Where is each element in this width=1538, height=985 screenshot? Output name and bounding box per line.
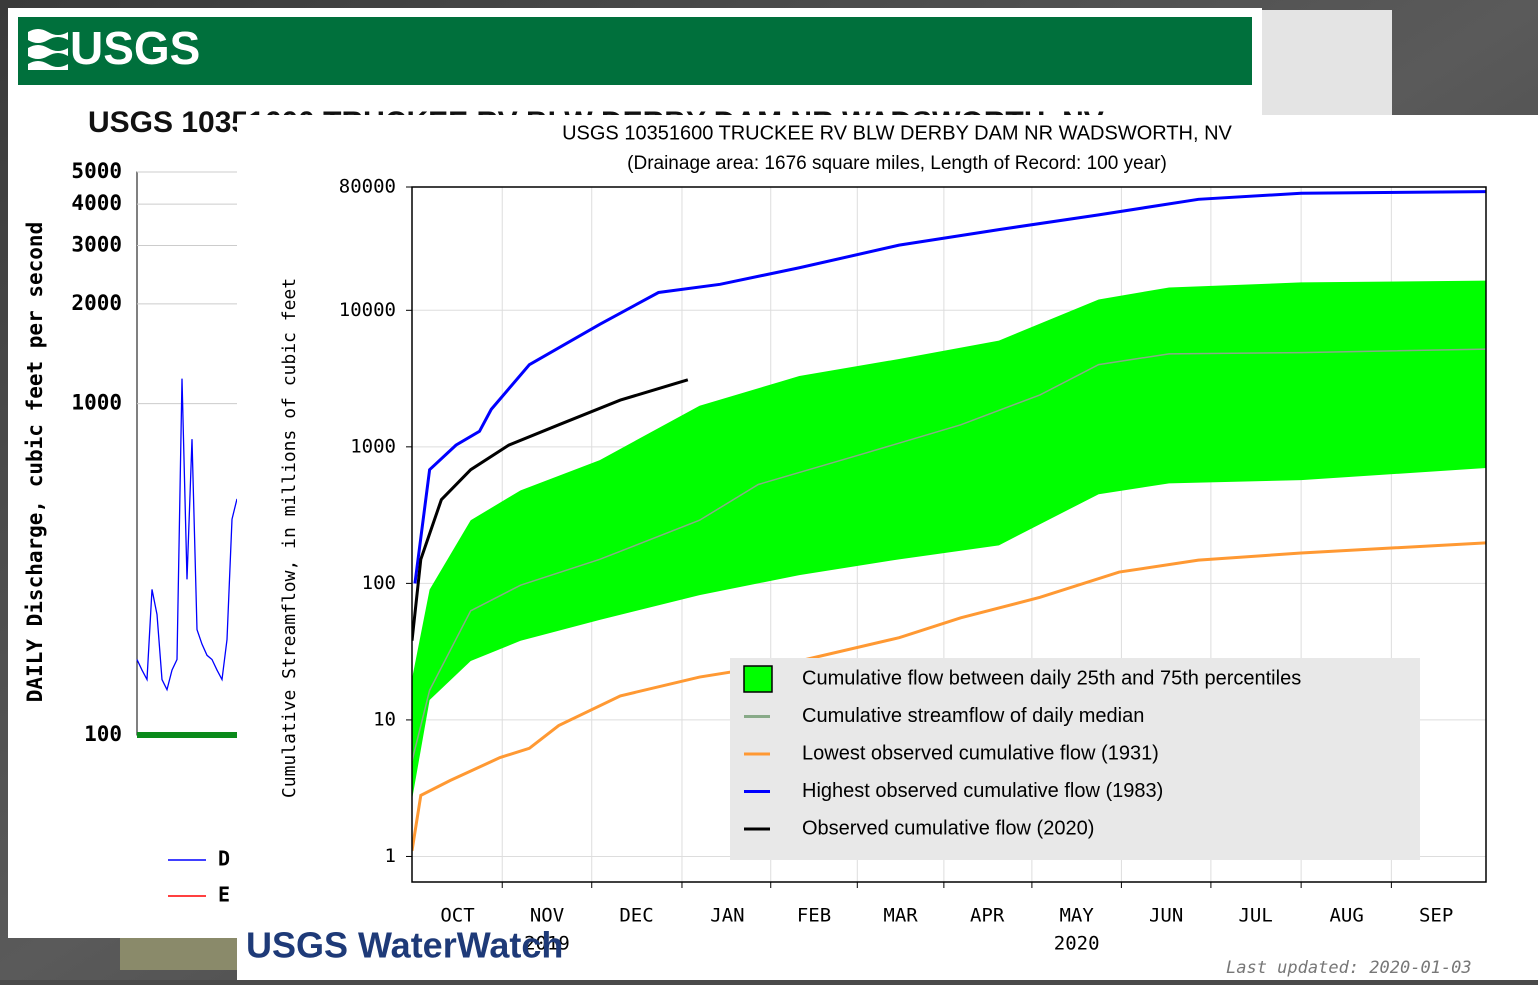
y-tick-label: 10 <box>373 708 396 730</box>
y-tick-label: 3000 <box>71 233 122 257</box>
usgs-logo: USGS <box>70 22 200 74</box>
legend-label: Observed cumulative flow (2020) <box>802 817 1094 839</box>
y-tick-label: 1 <box>385 845 396 867</box>
percentile-band <box>412 280 1486 800</box>
usgs-banner <box>18 17 1252 85</box>
x-tick-label: AUG <box>1329 905 1363 927</box>
y-tick-label: 2000 <box>71 291 122 315</box>
y-axis-label: Cumulative Streamflow, in millions of cu… <box>279 278 300 798</box>
y-tick-label: 4000 <box>71 191 122 215</box>
x-tick-label: APR <box>970 905 1005 927</box>
series-line <box>412 378 689 641</box>
legend-label: Cumulative streamflow of daily median <box>802 705 1144 727</box>
y-axis-label: DAILY Discharge, cubic feet per second <box>23 222 47 702</box>
usgs-wave-icon <box>28 29 68 70</box>
legend-label: Lowest observed cumulative flow (1931) <box>802 742 1159 764</box>
x-tick-label: JUN <box>1149 905 1183 927</box>
legend-label: D <box>218 847 230 871</box>
legend-swatch <box>743 665 773 693</box>
x-tick-label: DEC <box>619 905 653 927</box>
x-tick-label: FEB <box>797 905 831 927</box>
x-tick-label: JAN <box>710 905 744 927</box>
legend-label: Cumulative flow between daily 25th and 7… <box>802 667 1301 689</box>
y-tick-label: 80000 <box>339 176 396 198</box>
waterwatch-logo: USGS WaterWatch <box>246 925 563 966</box>
x-tick-label: OCT <box>440 905 474 927</box>
plot-area <box>412 190 1486 852</box>
y-tick-label: 100 <box>84 722 122 746</box>
legend-label: Highest observed cumulative flow (1983) <box>802 780 1163 802</box>
last-updated: Last updated: 2020-01-03 <box>1226 958 1472 978</box>
x-tick-label: MAY <box>1059 905 1094 927</box>
year-label: 2020 <box>1054 933 1100 955</box>
year-label: 2019 <box>524 933 570 955</box>
series-line <box>412 348 1486 762</box>
y-tick-label: 1000 <box>71 391 122 415</box>
y-tick-label: 100 <box>362 572 396 594</box>
chart-subtitle: (Drainage area: 1676 square miles, Lengt… <box>627 153 1167 174</box>
chart-title: USGS 10351600 TRUCKEE RV BLW DERBY DAM N… <box>562 122 1232 144</box>
series-line <box>413 190 1486 584</box>
series-line <box>136 378 238 692</box>
x-tick-label: JUL <box>1238 905 1272 927</box>
y-tick-label: 1000 <box>350 435 396 457</box>
x-tick-label: NOV <box>530 905 564 927</box>
front-chart: USGS 10351600 TRUCKEE RV BLW DERBY DAM N… <box>279 122 1487 955</box>
y-tick-label: 5000 <box>71 159 122 183</box>
x-tick-label: SEP <box>1419 905 1453 927</box>
legend-label: E <box>218 883 230 907</box>
x-tick-label: MAR <box>883 905 918 927</box>
side-panel <box>1262 10 1392 115</box>
plot-frame <box>411 186 1487 883</box>
y-tick-label: 10000 <box>339 299 396 321</box>
legend-box <box>730 658 1420 860</box>
